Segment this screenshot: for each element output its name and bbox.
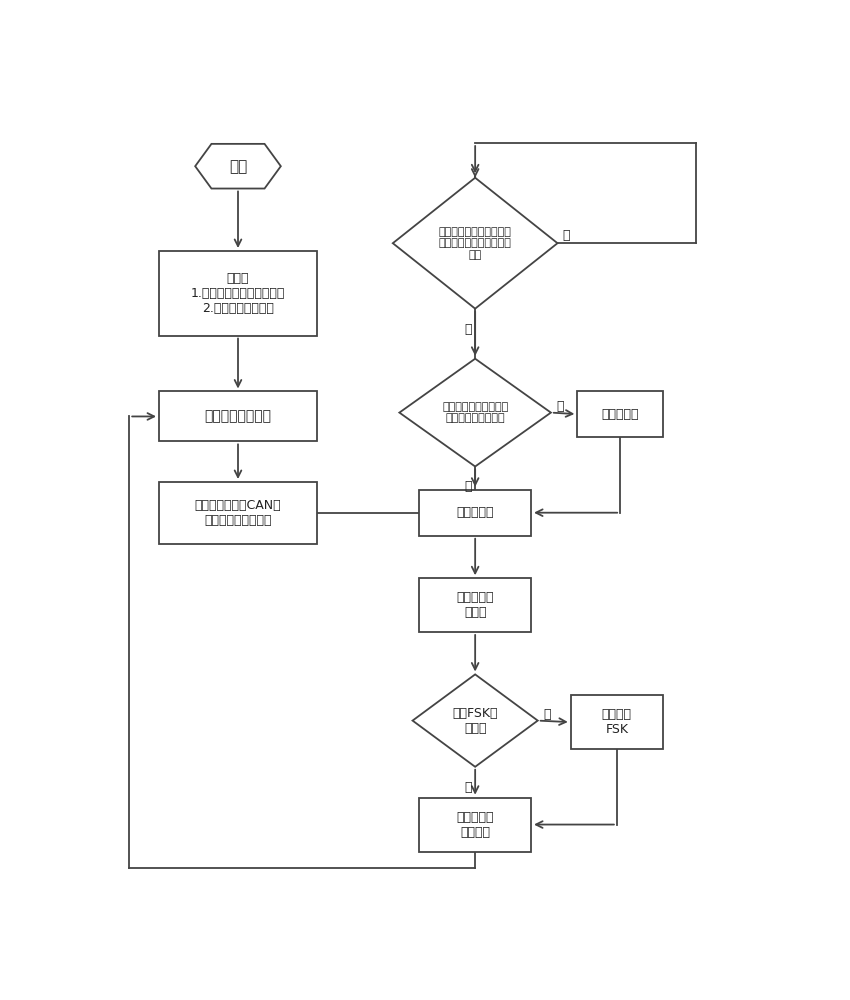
FancyBboxPatch shape [419,578,531,632]
FancyBboxPatch shape [577,391,663,437]
Text: 假: 假 [465,323,473,336]
Text: 主板FSK是
否正常: 主板FSK是 否正常 [452,707,498,735]
Polygon shape [412,674,538,767]
Text: 真: 真 [556,400,564,413]
FancyBboxPatch shape [159,251,317,336]
FancyBboxPatch shape [159,482,317,544]
Text: 主板温度低于备板温度
并且备板接触电阻小: 主板温度低于备板温度 并且备板接触电阻小 [442,402,508,423]
Text: 开始: 开始 [229,159,247,174]
Text: 主板与各板通过CAN总
线互相接收温度数据: 主板与各板通过CAN总 线互相接收温度数据 [195,499,281,527]
Polygon shape [196,144,280,189]
Text: 启用各板
FSK: 启用各板 FSK [602,708,632,736]
Text: 主板温度开路或短路或者
接触电阻大并且备板温度
正常: 主板温度开路或短路或者 接触电阻大并且备板温度 正常 [439,227,512,260]
Text: 取备板温度: 取备板温度 [601,408,639,421]
Polygon shape [393,178,558,309]
Text: 假: 假 [543,708,551,721]
FancyBboxPatch shape [419,798,531,852]
Text: 真: 真 [465,781,473,794]
Text: 比较得到报
警标志: 比较得到报 警标志 [456,591,494,619]
Text: 取主板温度: 取主板温度 [456,506,494,519]
Text: 初始化
1.从存储器读取列号和车号
2.确定是主板或备板: 初始化 1.从存储器读取列号和车号 2.确定是主板或备板 [190,272,286,315]
Text: 发送温度和
报警信息: 发送温度和 报警信息 [456,811,494,839]
FancyBboxPatch shape [419,490,531,536]
Text: 真: 真 [563,229,570,242]
Text: 读取传感器温度值: 读取传感器温度值 [205,409,271,423]
FancyBboxPatch shape [159,391,317,441]
Text: 假: 假 [465,480,473,493]
Polygon shape [400,359,551,466]
FancyBboxPatch shape [570,695,663,749]
